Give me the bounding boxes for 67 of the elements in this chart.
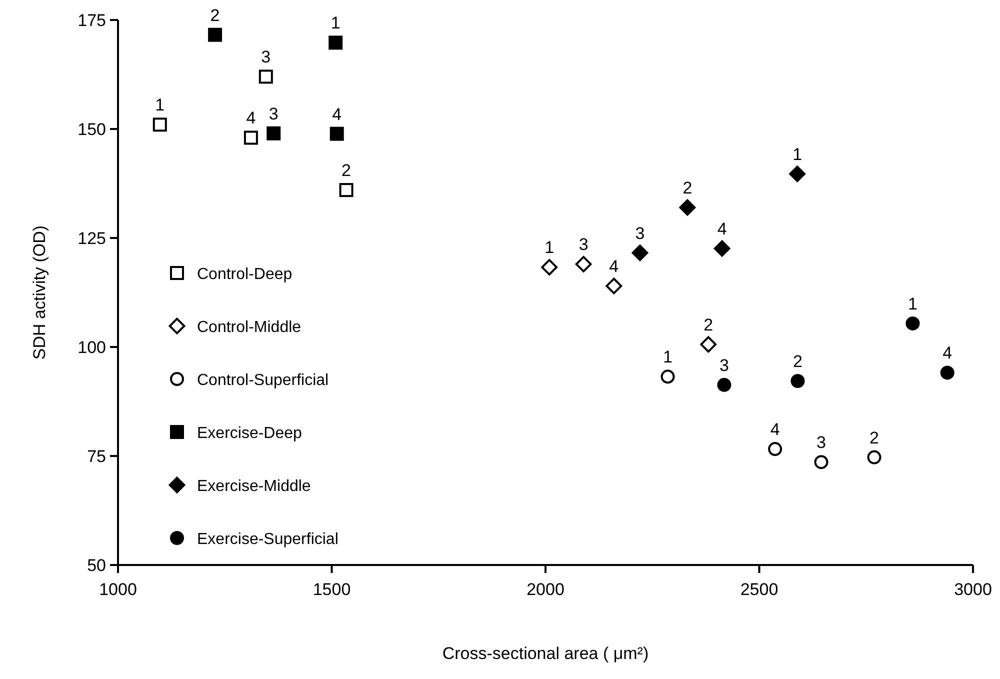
point (258, 70, 273, 84)
annotation: 4 (717, 219, 727, 238)
annotation: 4 (609, 256, 619, 276)
x-tick-label: 2000 (526, 580, 564, 599)
point (575, 256, 592, 272)
legend-label: Exercise-Middle (197, 478, 311, 495)
annotation: 4 (942, 344, 952, 363)
point (717, 378, 732, 392)
point (867, 450, 882, 464)
point (606, 278, 622, 294)
annotation: 3 (816, 433, 826, 452)
y-tick-label: 100 (78, 338, 106, 357)
annotation: 2 (682, 178, 692, 198)
annotation: 3 (268, 104, 278, 124)
point (790, 374, 805, 388)
annotation: 4 (770, 420, 780, 440)
y-tick-label: 50 (87, 556, 106, 575)
annotation: 2 (870, 428, 879, 448)
point (330, 126, 344, 141)
legend-label: Exercise-Superficial (197, 531, 338, 548)
point (768, 442, 782, 456)
point (632, 244, 648, 262)
annotation: 2 (792, 352, 802, 372)
point (679, 199, 696, 216)
y-tick-label: 75 (87, 447, 106, 466)
annotation: 3 (578, 235, 588, 254)
y-tick-label: 150 (78, 120, 106, 139)
point (266, 126, 281, 140)
x-tick-label: 1500 (312, 580, 351, 599)
annotation: 1 (663, 348, 672, 367)
annotation: 4 (246, 108, 256, 128)
point (244, 130, 258, 145)
annotation: 1 (792, 144, 802, 164)
annotation: 1 (908, 294, 918, 314)
legend-label: Exercise-Deep (197, 425, 302, 442)
legend-label: Control-Middle (197, 319, 302, 336)
point (714, 240, 730, 257)
annotation: 4 (332, 104, 342, 124)
point (541, 259, 558, 276)
legend-label: Control-Deep (197, 266, 292, 283)
point (339, 183, 354, 198)
point (700, 336, 717, 353)
annotation: 1 (330, 14, 340, 33)
annotation: 2 (342, 161, 352, 180)
annotation: 3 (635, 224, 645, 243)
annotation: 1 (544, 238, 554, 258)
annotation: 1 (155, 96, 165, 115)
point (152, 118, 167, 132)
x-tick-label: 3000 (954, 580, 992, 599)
annotation: 3 (719, 356, 729, 375)
point (660, 370, 675, 384)
annotation: 2 (704, 315, 714, 334)
y-tick-label: 125 (78, 229, 106, 248)
point (940, 366, 954, 380)
x-tick-label: 2500 (740, 580, 778, 599)
x-tick-label: 1000 (99, 580, 137, 599)
point (328, 36, 343, 50)
point (814, 455, 828, 470)
y-tick-label: 175 (78, 11, 106, 30)
annotation: 3 (261, 48, 271, 67)
point (906, 316, 920, 330)
point (789, 166, 806, 182)
point (208, 28, 222, 42)
x-axis-title: Cross-sectional area ( μm²) (442, 644, 649, 663)
annotation: 2 (210, 6, 220, 25)
y-axis-title: SDH activity (OD) (30, 225, 49, 360)
legend-label: Control-Superficial (197, 372, 329, 389)
